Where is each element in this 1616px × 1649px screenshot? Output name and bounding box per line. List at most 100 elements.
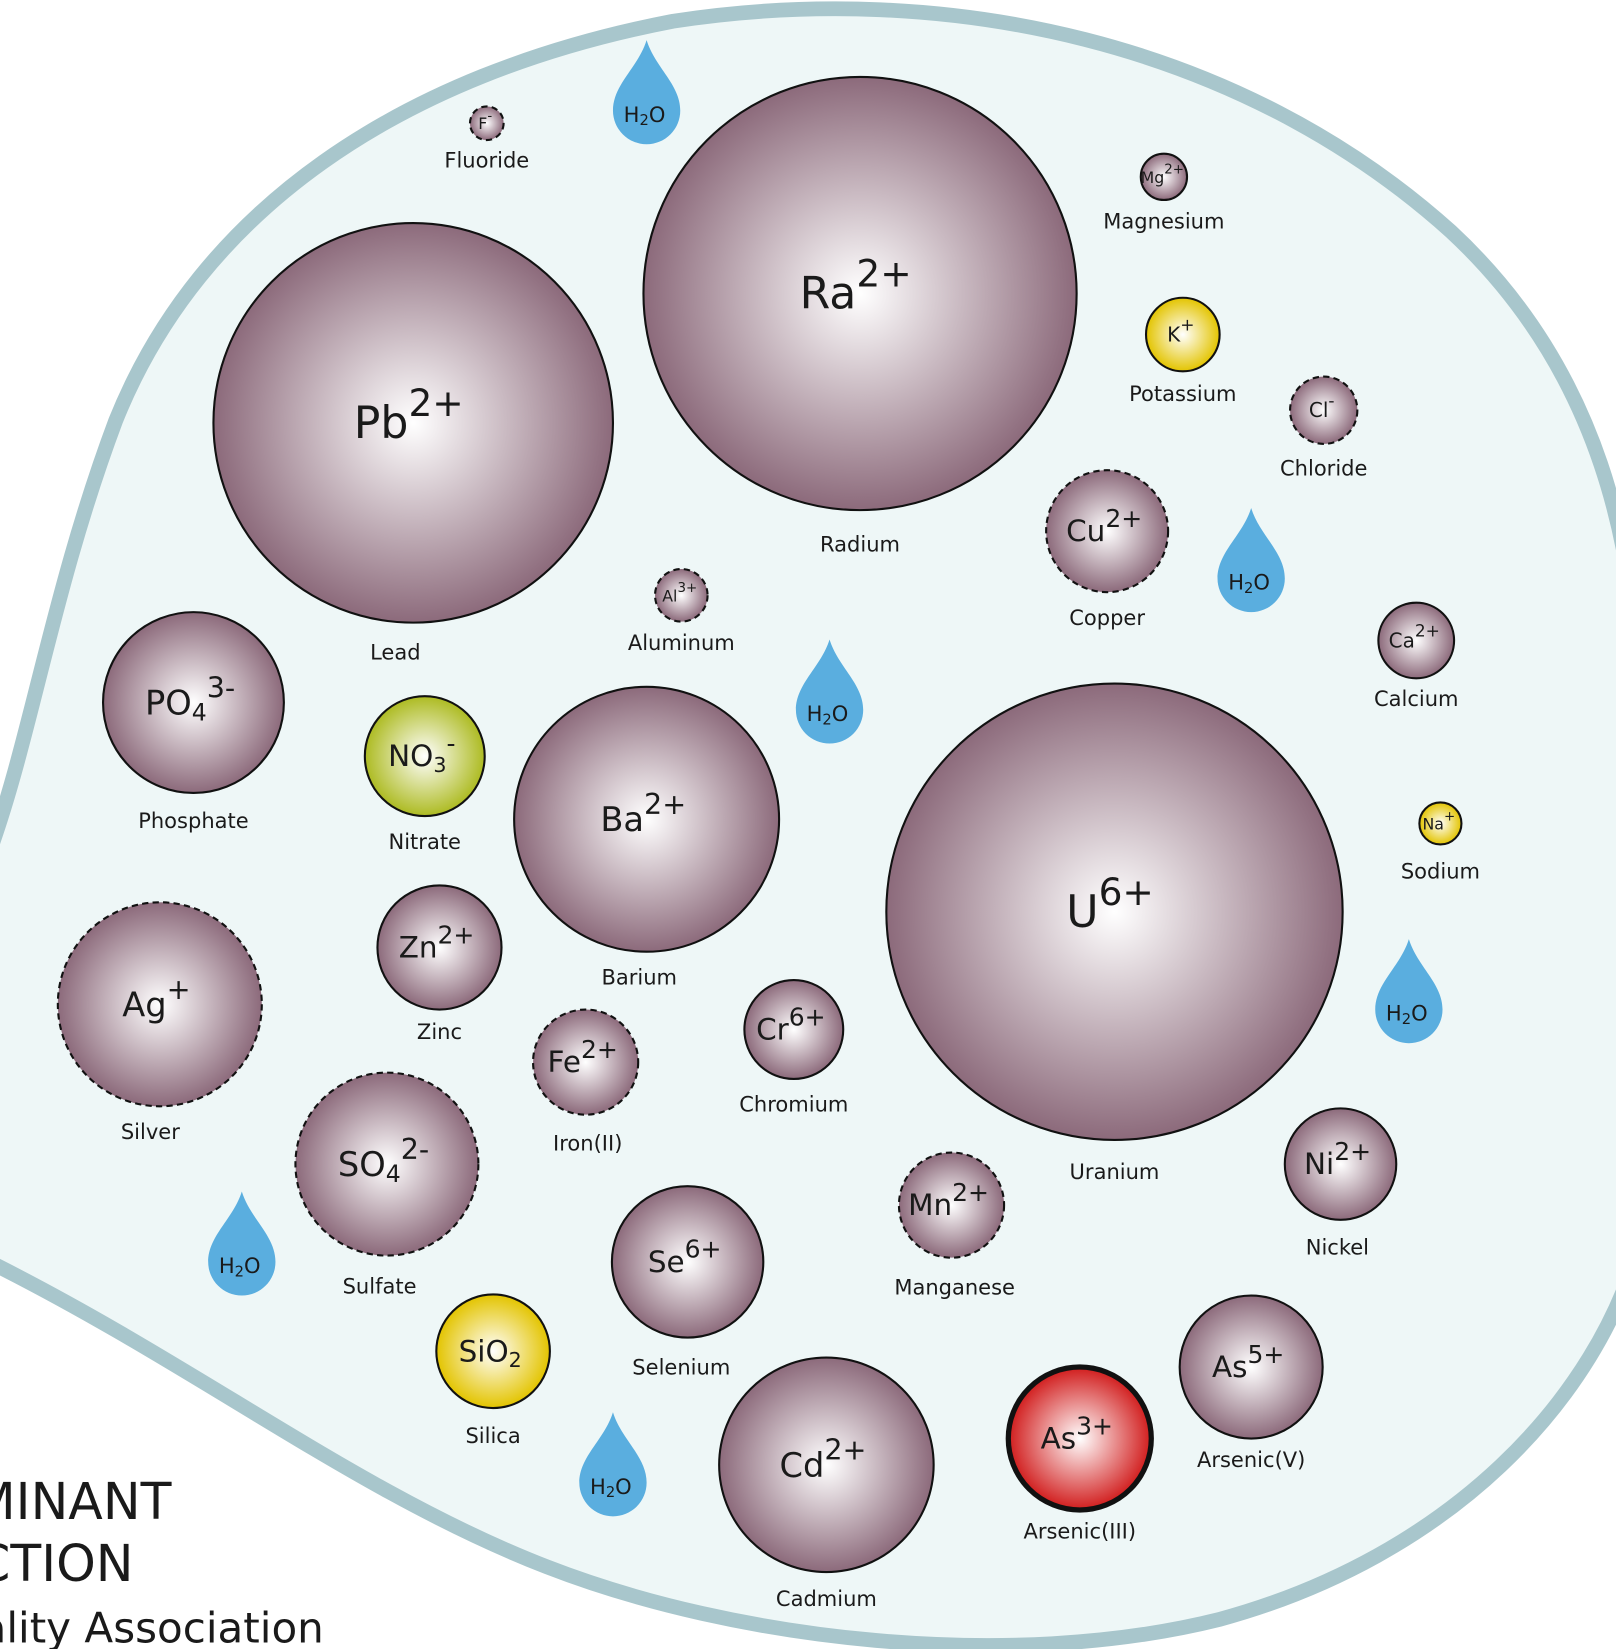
formula-charge: 2+: [952, 1177, 989, 1206]
formula-charge: 2-: [401, 1132, 430, 1166]
ion-name: Copper: [1069, 605, 1145, 630]
ion-name: Aluminum: [628, 630, 735, 655]
formula-charge: +: [1444, 809, 1455, 824]
water-subscript: 2: [639, 112, 648, 129]
water-end: O: [244, 1253, 261, 1278]
formula-charge: 2+: [1334, 1136, 1371, 1165]
footer-text: ality Association: [0, 1603, 324, 1649]
formula-charge: 2+: [581, 1034, 618, 1063]
formula-charge: 2+: [1415, 622, 1440, 642]
ion-name: Manganese: [894, 1275, 1015, 1300]
water-subscript: 2: [1244, 579, 1253, 596]
formula-main: Ba: [600, 800, 644, 839]
ion-name: Arsenic(III): [1023, 1519, 1136, 1544]
water-subscript: 2: [235, 1263, 244, 1280]
formula-main: Zn: [399, 931, 438, 965]
formula-charge: -: [487, 109, 492, 124]
formula-main: Ni: [1304, 1147, 1334, 1181]
formula-subscript: 4: [192, 699, 207, 727]
formula-main: Mg: [1141, 167, 1165, 186]
formula-charge: 3-: [207, 670, 236, 704]
ion-name: Cadmium: [776, 1586, 877, 1611]
ion-name: Barium: [601, 964, 677, 989]
diagram: MINANT CTION ality Association F-Fluorid…: [0, 0, 1616, 1649]
formula-charge: 5+: [1248, 1339, 1285, 1368]
formula-charge: 2+: [644, 787, 686, 821]
formula-charge: -: [1328, 391, 1334, 411]
formula-charge: 2+: [1105, 503, 1142, 532]
formula-charge: -: [446, 728, 455, 757]
formula-charge: 2+: [408, 381, 463, 425]
formula-charge: +: [1180, 316, 1194, 336]
formula-charge: +: [167, 972, 191, 1006]
footer-text: CTION: [0, 1534, 134, 1593]
formula-charge: 6+: [789, 1002, 826, 1031]
water-end: O: [649, 101, 666, 126]
formula-main: Ca: [1389, 629, 1415, 653]
ion-name: Chloride: [1280, 456, 1367, 481]
formula-charge: 2+: [824, 1433, 866, 1467]
formula-main: Cl: [1309, 398, 1329, 422]
formula-subscript: 4: [386, 1160, 401, 1188]
formula-main: Na: [1422, 814, 1443, 833]
formula-main: Cu: [1066, 514, 1105, 548]
formula-main: Ra: [800, 268, 857, 319]
ion-name: Nitrate: [389, 829, 462, 854]
formula-subscript: 3: [433, 753, 446, 777]
ion-name: Fluoride: [444, 148, 529, 173]
formula-main: Fe: [548, 1045, 581, 1079]
water-subscript: 2: [822, 711, 831, 728]
formula-main: Al: [662, 586, 677, 605]
ion-name: Chromium: [739, 1092, 848, 1117]
ion-name: Magnesium: [1103, 208, 1224, 233]
formula-charge: 2+: [438, 920, 475, 949]
ion-name: Arsenic(V): [1197, 1447, 1305, 1472]
water-main: H: [590, 1473, 606, 1498]
ion-name: Iron(II): [553, 1131, 622, 1156]
water-main: H: [219, 1253, 235, 1278]
formula-main: As: [1041, 1422, 1076, 1456]
ion-name: Sodium: [1401, 858, 1480, 883]
water-main: H: [807, 701, 823, 726]
water-end: O: [615, 1473, 632, 1498]
water-main: H: [1228, 569, 1244, 594]
formula-charge: 2+: [1164, 162, 1184, 177]
formula-charge: 3+: [677, 581, 697, 596]
ion-name: Silver: [121, 1119, 180, 1144]
formula-charge: 6+: [685, 1234, 722, 1263]
ion-name: Uranium: [1070, 1159, 1160, 1184]
formula-main: SiO: [459, 1334, 509, 1368]
ion-name: Potassium: [1129, 381, 1236, 406]
ion-name: Phosphate: [138, 808, 249, 833]
page: MINANT CTION ality Association F-Fluorid…: [0, 0, 1616, 1649]
water-subscript: 2: [606, 1484, 615, 1501]
formula-main: PO: [145, 683, 192, 722]
formula-main: Mn: [908, 1188, 952, 1222]
ion-name: Sulfate: [343, 1274, 417, 1299]
ion-name: Zinc: [417, 1019, 462, 1044]
formula-main: As: [1212, 1350, 1247, 1384]
formula-main: Cd: [780, 1445, 825, 1484]
ion-name: Selenium: [632, 1355, 730, 1380]
formula-main: F: [478, 114, 487, 133]
ion-name: Nickel: [1306, 1235, 1369, 1260]
formula-main: U: [1066, 886, 1098, 937]
ion-name: Lead: [370, 640, 421, 665]
formula-charge: 6+: [1099, 870, 1154, 914]
water-end: O: [832, 701, 849, 726]
formula-main: Cr: [756, 1013, 790, 1047]
water-main: H: [1386, 1000, 1402, 1025]
water-subscript: 2: [1402, 1011, 1411, 1028]
water-end: O: [1411, 1000, 1428, 1025]
formula-main: Ag: [122, 985, 166, 1024]
water-end: O: [1253, 569, 1270, 594]
formula-main: Se: [648, 1245, 685, 1279]
footer-text: MINANT: [0, 1472, 172, 1531]
ion-name: Calcium: [1374, 686, 1459, 711]
formula-subscript: 2: [509, 1348, 522, 1372]
formula-charge: 3+: [1076, 1411, 1113, 1440]
ion-name: Silica: [465, 1423, 520, 1448]
water-main: H: [624, 101, 640, 126]
formula-main: NO: [388, 739, 433, 773]
formula-main: Pb: [354, 397, 409, 448]
